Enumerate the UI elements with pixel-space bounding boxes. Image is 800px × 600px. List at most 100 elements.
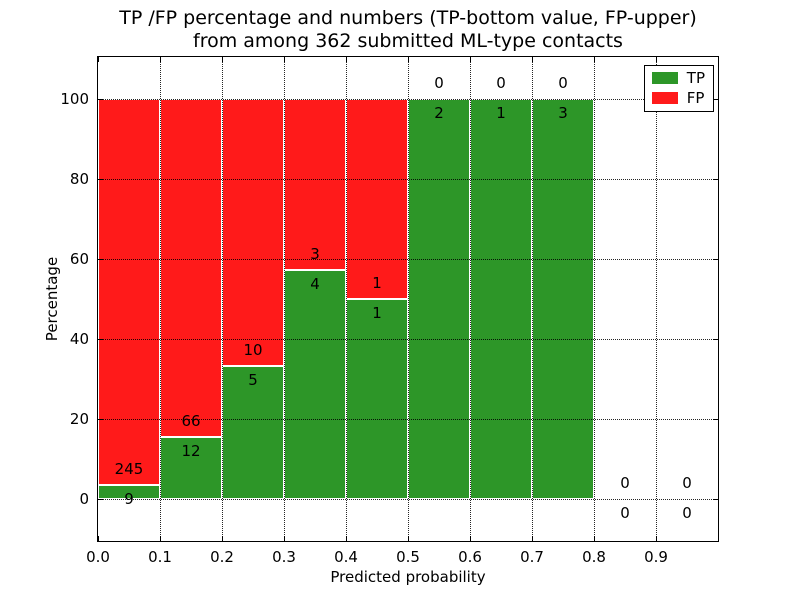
gridline-vertical (408, 57, 409, 541)
y-tick-label: 80 (69, 170, 89, 188)
chart-title: TP /FP percentage and numbers (TP-bottom… (98, 7, 718, 53)
x-tick-label: 0.3 (272, 548, 296, 566)
gridline-vertical (656, 57, 657, 541)
bar-fp-segment (160, 99, 222, 438)
tp-count-label: 3 (558, 104, 568, 122)
x-tick-mark-top (407, 57, 409, 62)
y-tick-mark-right (713, 98, 718, 100)
gridline-vertical (346, 57, 347, 541)
tp-count-label: 0 (620, 504, 630, 522)
bar-fp-segment (284, 99, 346, 271)
y-tick-label: 100 (60, 90, 89, 108)
x-tick-mark-top (221, 57, 223, 62)
y-axis-label: Percentage (43, 256, 61, 342)
legend-swatch-fp (651, 92, 678, 104)
y-tick-mark-right (713, 258, 718, 260)
x-tick-label: 0.2 (210, 548, 234, 566)
bar-tp-segment (98, 484, 160, 499)
y-tick-mark-left (98, 178, 103, 180)
bar-tp-segment (470, 99, 532, 499)
fp-count-label: 1 (372, 274, 382, 292)
bar-tp-segment (222, 365, 284, 499)
legend-swatch-tp (651, 72, 678, 84)
fp-count-label: 0 (434, 74, 444, 92)
x-tick-label: 0.7 (520, 548, 544, 566)
y-tick-mark-right (713, 338, 718, 340)
bar-fp-segment (222, 99, 284, 366)
fp-count-label: 0 (558, 74, 568, 92)
y-tick-mark-left (98, 498, 103, 500)
tp-count-label: 5 (248, 370, 258, 389)
bar-tp-segment (532, 99, 594, 499)
x-tick-mark-bottom (407, 536, 409, 541)
x-axis-label: Predicted probability (330, 568, 486, 586)
x-tick-mark-top (283, 57, 285, 62)
tp-count-label: 1 (496, 104, 506, 122)
x-tick-mark-bottom (531, 536, 533, 541)
x-tick-mark-bottom (283, 536, 285, 541)
tp-count-label: 2 (434, 104, 444, 122)
y-tick-label: 20 (69, 410, 89, 428)
x-tick-mark-top (159, 57, 161, 62)
fp-count-label: 0 (682, 474, 692, 492)
y-tick-label: 40 (69, 330, 89, 348)
fp-count-label: 3 (310, 245, 320, 264)
x-tick-label: 0.1 (148, 548, 172, 566)
fp-count-label: 66 (181, 412, 201, 431)
fp-count-label: 0 (496, 74, 506, 92)
tp-count-label: 9 (124, 489, 134, 508)
x-tick-label: 0.9 (644, 548, 668, 566)
legend-entry-tp: TP (651, 69, 705, 87)
x-tick-mark-top (531, 57, 533, 62)
y-tick-mark-left (98, 418, 103, 420)
x-tick-mark-top (97, 57, 99, 62)
bar-fp-segment (346, 99, 408, 299)
y-tick-mark-right (713, 498, 718, 500)
tp-count-label: 4 (310, 275, 320, 294)
x-tick-mark-top (655, 57, 657, 62)
gridline-vertical (160, 57, 161, 541)
fp-count-label: 0 (620, 474, 630, 492)
fp-count-label: 245 (114, 459, 144, 478)
gridline-vertical (222, 57, 223, 541)
bar-fp-segment (98, 99, 160, 485)
x-tick-mark-bottom (221, 536, 223, 541)
gridline-vertical (470, 57, 471, 541)
y-tick-mark-left (98, 258, 103, 260)
tp-count-label: 1 (372, 304, 382, 322)
x-tick-mark-bottom (593, 536, 595, 541)
chart-title-line2: from among 362 submitted ML-type contact… (193, 30, 623, 52)
y-tick-label: 0 (79, 490, 89, 508)
plot-area: TP FP 245 9 66 12 10 5 3 4 1 1 0 2 0 1 0 3 0 0 0 0 0.0 0.1 0.2 0… (60, 56, 719, 566)
x-tick-mark-top (345, 57, 347, 62)
tp-count-label: 12 (181, 442, 201, 461)
x-tick-label: 0.5 (396, 548, 420, 566)
x-tick-mark-bottom (97, 536, 99, 541)
x-tick-label: 0.0 (86, 548, 110, 566)
x-tick-mark-top (593, 57, 595, 62)
bar-tp-segment (408, 99, 470, 499)
legend-label-tp: TP (686, 69, 705, 87)
bar-tp-segment (284, 270, 346, 499)
x-tick-mark-bottom (159, 536, 161, 541)
y-tick-label: 60 (69, 250, 89, 268)
y-tick-mark-left (98, 338, 103, 340)
bar-tp-segment (160, 437, 222, 499)
chart-title-line1: TP /FP percentage and numbers (TP-bottom… (119, 7, 697, 29)
legend-label-fp: FP (686, 89, 705, 107)
y-tick-mark-right (713, 418, 718, 420)
x-tick-label: 0.8 (582, 548, 606, 566)
legend: TP FP (643, 65, 714, 112)
gridline-vertical (532, 57, 533, 541)
y-tick-mark-right (713, 178, 718, 180)
bar-tp-segment (346, 299, 408, 499)
x-tick-label: 0.4 (334, 548, 358, 566)
x-tick-mark-bottom (655, 536, 657, 541)
gridline-vertical (594, 57, 595, 541)
fp-count-label: 10 (243, 340, 263, 359)
gridline-vertical (284, 57, 285, 541)
y-tick-mark-left (98, 98, 103, 100)
legend-entry-fp: FP (651, 89, 705, 107)
x-tick-mark-top (469, 57, 471, 62)
